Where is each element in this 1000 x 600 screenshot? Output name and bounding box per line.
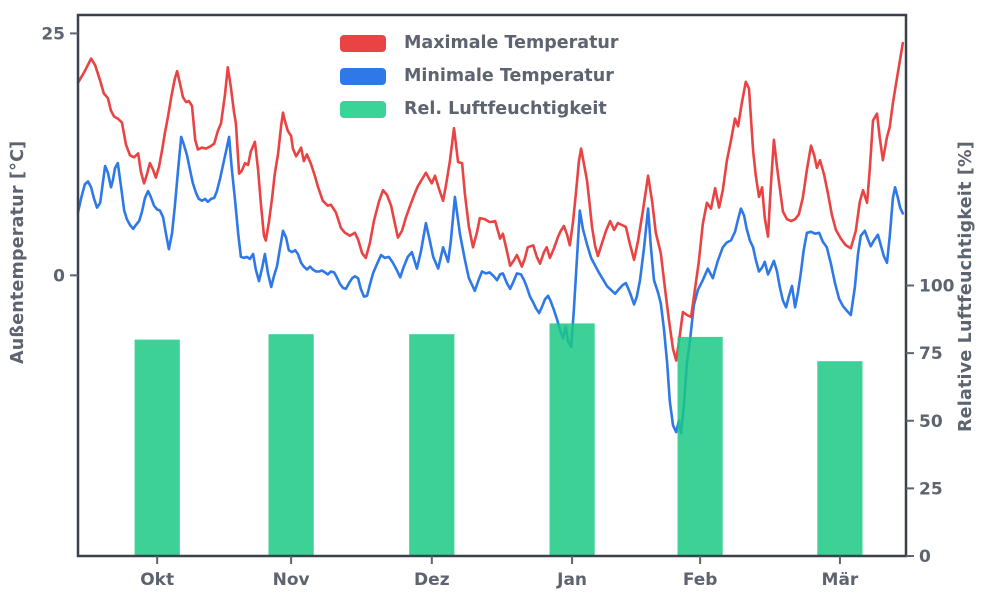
left-tick-label: 25 — [41, 24, 65, 44]
legend-item-max-temp: Maximale Temperatur — [340, 33, 619, 53]
humidity-bar-Okt — [134, 339, 180, 556]
right-tick-label: 100 — [919, 277, 955, 297]
min-temp-line — [76, 135, 905, 435]
legend-label-humidity: Rel. Luftfeuchtigkeit — [404, 99, 607, 119]
humidity-bar-Nov — [268, 334, 314, 556]
x-tick-label-Okt: Okt — [140, 570, 174, 590]
x-tick-label-Dez: Dez — [414, 570, 450, 590]
humidity-bar-Feb — [677, 336, 723, 556]
humidity-bar-Jan — [549, 323, 595, 556]
legend-label-max-temp: Maximale Temperatur — [404, 33, 619, 53]
max-temp-line — [76, 41, 905, 362]
legend-label-min-temp: Minimale Temperatur — [404, 66, 614, 86]
x-tick-label-Mär: Mär — [822, 570, 859, 590]
humidity-swatch-icon — [340, 100, 386, 118]
x-tick-label-Jan: Jan — [556, 570, 587, 590]
right-tick-label: 25 — [919, 479, 943, 499]
legend-item-humidity: Rel. Luftfeuchtigkeit — [340, 99, 619, 119]
right-tick-label: 0 — [919, 547, 931, 567]
right-tick-label: 75 — [919, 344, 943, 364]
x-tick-label-Feb: Feb — [683, 570, 718, 590]
legend: Maximale Temperatur Minimale Temperatur … — [340, 33, 619, 119]
humidity-bar-Mär — [817, 361, 863, 556]
humidity-bar-Dez — [409, 334, 455, 556]
max-temp-swatch-icon — [340, 34, 386, 52]
x-tick-label-Nov: Nov — [273, 570, 310, 590]
min-temp-swatch-icon — [340, 67, 386, 85]
right-axis-title: Relative Luftfeuchtigkeit [%] — [956, 141, 976, 433]
left-tick-label: 0 — [53, 266, 65, 286]
legend-item-min-temp: Minimale Temperatur — [340, 66, 619, 86]
right-tick-label: 50 — [919, 412, 943, 432]
left-axis-title: Außentemperatur [°C] — [8, 140, 28, 365]
